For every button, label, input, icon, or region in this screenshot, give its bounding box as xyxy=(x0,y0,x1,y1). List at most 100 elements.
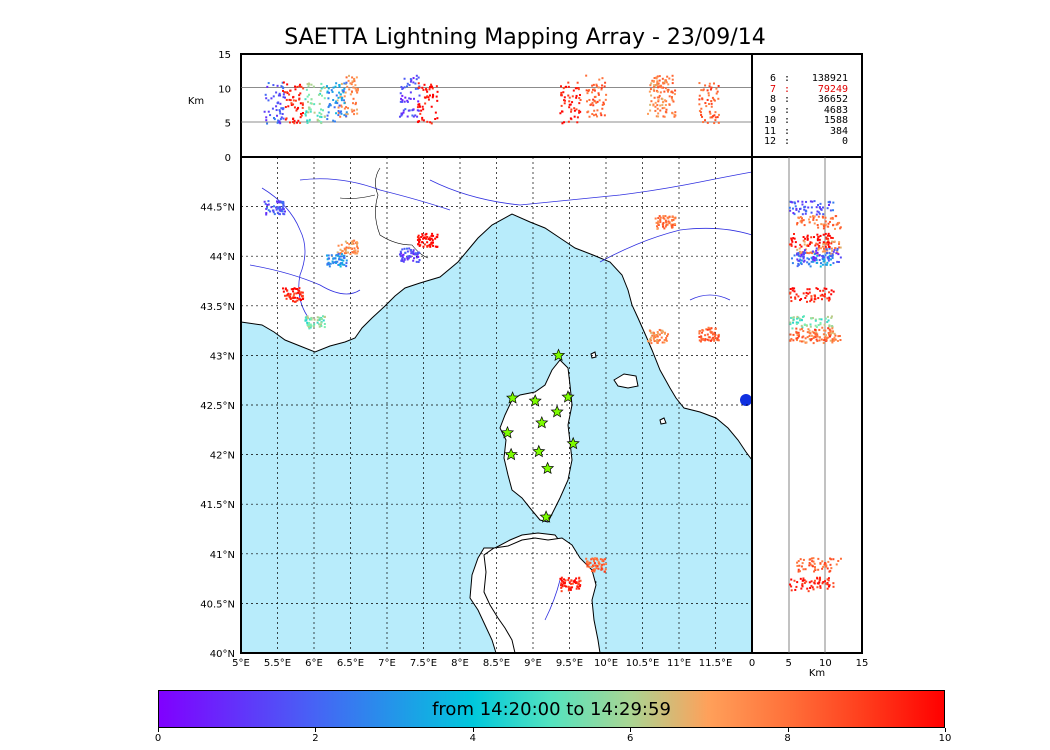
altitude-point xyxy=(281,89,284,92)
altitude-point xyxy=(281,86,284,89)
latitude-point xyxy=(821,206,824,209)
altitude-point xyxy=(659,109,662,112)
altitude-point xyxy=(569,117,572,120)
altitude-point xyxy=(592,114,595,117)
latitude-point xyxy=(823,258,826,261)
latitude-point xyxy=(800,263,803,266)
latitude-point xyxy=(832,209,835,212)
latitude-point xyxy=(810,295,813,298)
altitude-point xyxy=(304,113,307,116)
lightning-point xyxy=(649,340,652,343)
lightning-point xyxy=(267,209,270,212)
lightning-point xyxy=(601,563,604,566)
lightning-point xyxy=(332,262,335,265)
latitude-point xyxy=(838,242,841,245)
altitude-point xyxy=(418,94,421,97)
latitude-point xyxy=(825,247,828,250)
latitude-point xyxy=(827,259,830,262)
altitude-point xyxy=(708,82,711,85)
lightning-point xyxy=(560,582,563,585)
latitude-point xyxy=(802,253,805,256)
altitude-point xyxy=(655,84,658,87)
altitude-point xyxy=(328,103,331,106)
latitude-point xyxy=(824,245,827,248)
lightning-point xyxy=(292,288,295,291)
lightning-point xyxy=(699,340,702,343)
latitude-point xyxy=(828,570,831,573)
altitude-point xyxy=(651,79,654,82)
latitude-point xyxy=(808,291,811,294)
latitude-point xyxy=(814,333,817,336)
altitude-point xyxy=(432,93,435,96)
lightning-point xyxy=(560,579,563,582)
lightning-point xyxy=(575,587,578,590)
lightning-point xyxy=(308,321,311,324)
lightning-point xyxy=(421,232,424,235)
lightning-point xyxy=(706,338,709,341)
altitude-point xyxy=(570,110,573,113)
lightning-point xyxy=(663,332,666,335)
latitude-point xyxy=(819,562,822,565)
lightning-point xyxy=(661,341,664,344)
lightning-point xyxy=(293,292,296,295)
altitude-point xyxy=(585,74,588,77)
altitude-point xyxy=(563,102,566,105)
altitude-point xyxy=(318,120,321,123)
lightning-point xyxy=(667,333,670,336)
altitude-point xyxy=(403,86,406,89)
latitude-point xyxy=(834,215,837,218)
latitude-point xyxy=(802,239,805,242)
altitude-point xyxy=(663,82,666,85)
altitude-point xyxy=(429,94,432,97)
altitude-point xyxy=(278,92,281,95)
lightning-point xyxy=(602,563,605,566)
altitude-point xyxy=(650,82,653,85)
latitude-point xyxy=(826,261,829,264)
latitude-point xyxy=(804,251,807,254)
altitude-point xyxy=(656,107,659,110)
lightning-point xyxy=(596,558,599,561)
latitude-point xyxy=(799,558,802,561)
altitude-point xyxy=(353,113,356,116)
altitude-point xyxy=(326,114,329,117)
latitude-tick-label: 40°N xyxy=(210,649,235,660)
latitude-point xyxy=(791,327,794,330)
latitude-point xyxy=(802,260,805,263)
altitude-point xyxy=(343,95,346,98)
latitude-point xyxy=(817,245,820,248)
altitude-point xyxy=(339,115,342,118)
altitude-point xyxy=(342,99,345,102)
lightning-point xyxy=(399,255,402,258)
altitude-point xyxy=(671,82,674,85)
latitude-point xyxy=(815,213,818,216)
altitude-point xyxy=(431,96,434,99)
lightning-point xyxy=(423,243,426,246)
altitude-point xyxy=(328,91,331,94)
altitude-point xyxy=(320,87,323,90)
lightning-point xyxy=(663,217,666,220)
latitude-point xyxy=(817,568,820,571)
latitude-point xyxy=(799,577,802,580)
lightning-point xyxy=(270,206,273,209)
altitude-point xyxy=(661,107,664,110)
altitude-point xyxy=(406,85,409,88)
lightning-point xyxy=(402,253,405,256)
lightning-point xyxy=(591,557,594,560)
lightning-point xyxy=(299,293,302,296)
altitude-point xyxy=(416,109,419,112)
latitude-point xyxy=(826,234,829,237)
latitude-point xyxy=(805,324,808,327)
lightning-point xyxy=(352,239,355,242)
altitude-point xyxy=(309,102,312,105)
latitude-point xyxy=(821,215,824,218)
lightning-point xyxy=(277,212,280,215)
latitude-point xyxy=(816,203,819,206)
lightning-point xyxy=(706,328,709,331)
latitude-point xyxy=(802,568,805,571)
latitude-point xyxy=(829,255,832,258)
lightning-point xyxy=(408,247,411,250)
altitude-point xyxy=(423,83,426,86)
latitude-point xyxy=(800,319,803,322)
latitude-point xyxy=(815,334,818,337)
lightning-point xyxy=(345,262,348,265)
